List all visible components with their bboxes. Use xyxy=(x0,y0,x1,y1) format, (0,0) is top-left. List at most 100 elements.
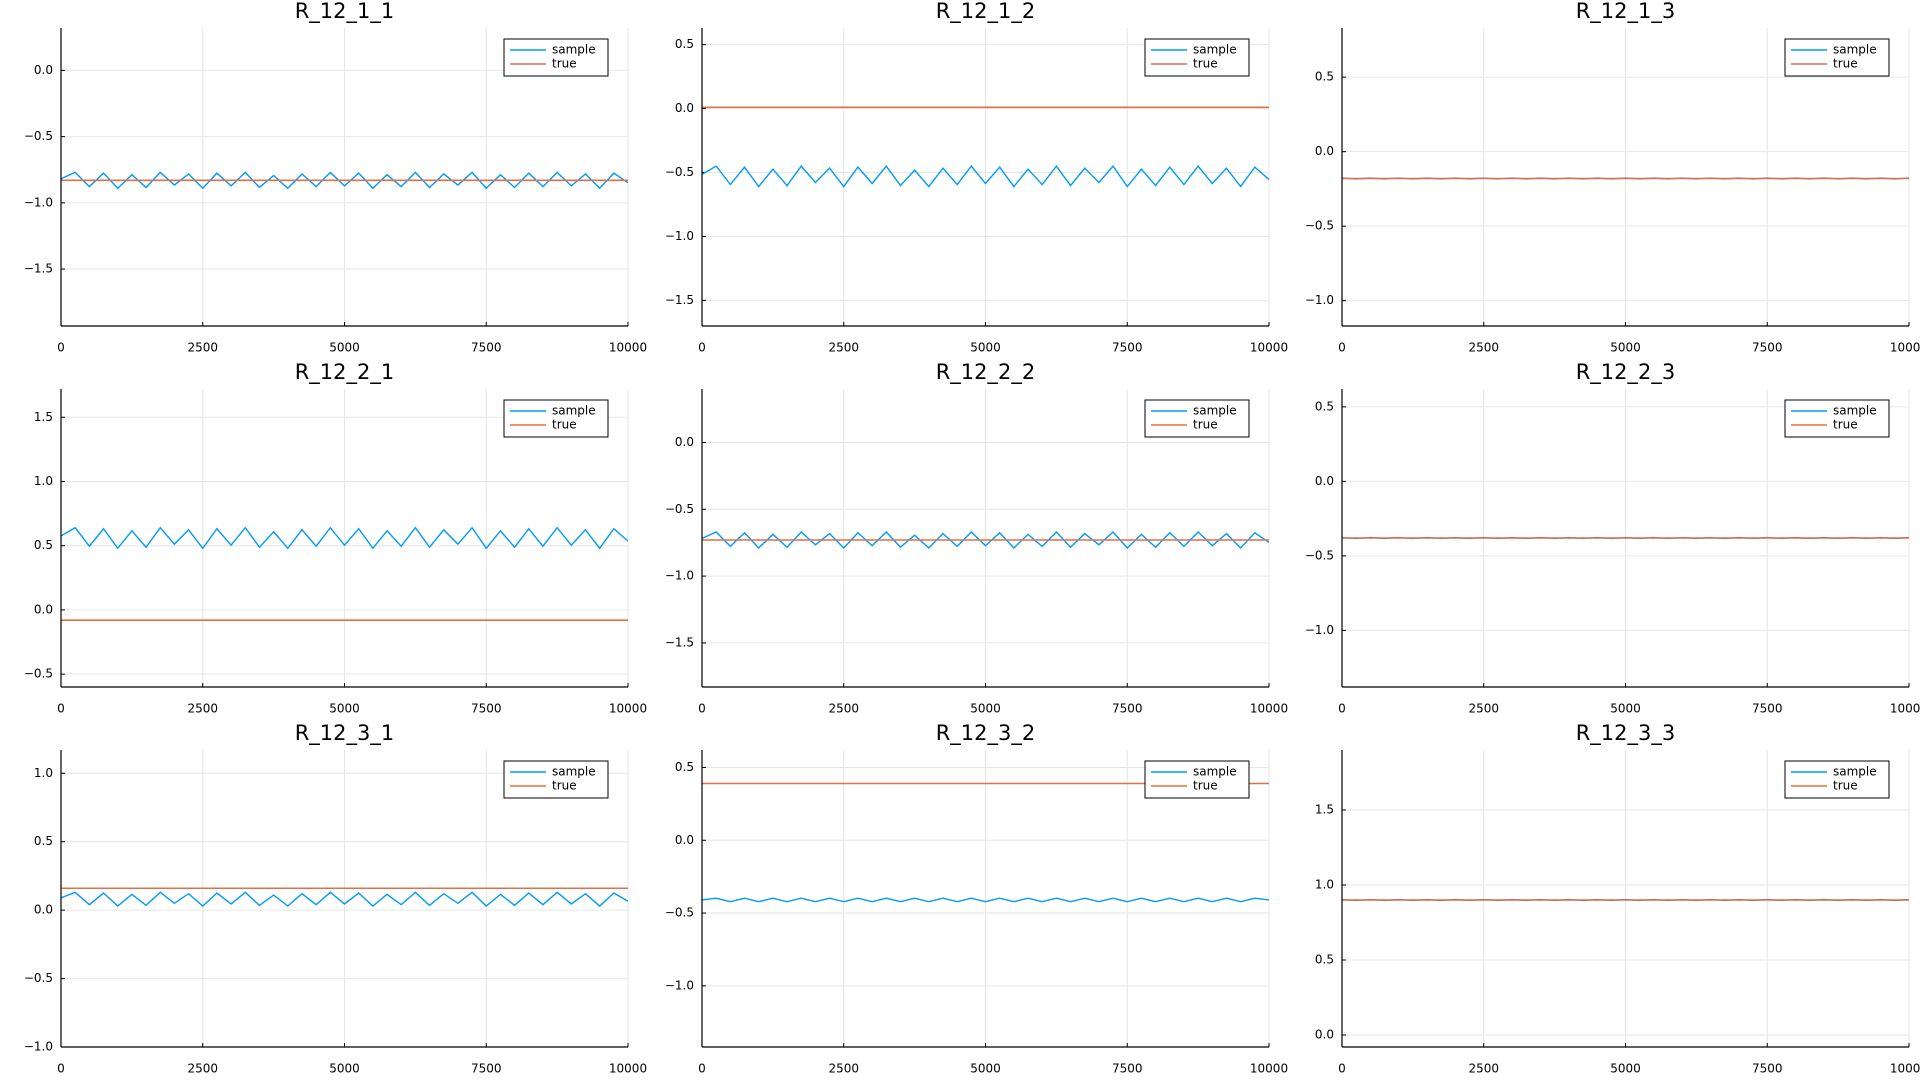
legend-box xyxy=(1784,760,1890,799)
legend-label: true xyxy=(552,57,577,71)
x-tick-label: 2500 xyxy=(828,341,859,355)
x-tick-label: 5000 xyxy=(329,341,360,355)
x-tick-label: 10000 xyxy=(609,1062,647,1076)
y-tick-label: 0.5 xyxy=(34,538,53,552)
subplot: R_12_2_1 0 2500 5000 7500 10000 1.5 1.0 0.5 0.0 −0… xyxy=(24,360,647,716)
subplot: R_12_1_1 0 2500 5000 7500 10000 0.0 −0.5 −1.0 −1.… xyxy=(24,0,647,355)
y-tick-label: 1.0 xyxy=(1315,878,1334,892)
y-tick-label: 0.0 xyxy=(34,903,53,917)
x-tick-label: 2500 xyxy=(1468,1062,1499,1076)
y-tick-label: 1.0 xyxy=(34,766,53,780)
y-tick-label: 0.0 xyxy=(1315,144,1334,158)
subplot: R_12_3_1 0 2500 5000 7500 10000 1.0 0.5 0.0 −0.5 −… xyxy=(24,721,647,1076)
legend-label: true xyxy=(1193,779,1218,793)
x-tick-label: 7500 xyxy=(471,1062,502,1076)
chart-title: R_12_2_3 xyxy=(1576,360,1676,385)
y-tick-label: 0.5 xyxy=(1315,399,1334,413)
y-tick-label: 0.0 xyxy=(675,435,694,449)
x-tick-label: 5000 xyxy=(329,702,360,716)
x-tick-label: 2500 xyxy=(187,341,218,355)
x-tick-label: 2500 xyxy=(187,1062,218,1076)
series-line xyxy=(61,526,628,550)
x-tick-label: 2500 xyxy=(1468,702,1499,716)
y-tick-label: 1.5 xyxy=(34,410,53,424)
x-tick-label: 2500 xyxy=(1468,341,1499,355)
x-tick-label: 5000 xyxy=(1610,341,1641,355)
legend-box xyxy=(503,399,609,438)
y-tick-label: −1.0 xyxy=(665,978,694,992)
y-tick-label: −1.0 xyxy=(665,569,694,583)
x-tick-label: 0 xyxy=(698,1062,706,1076)
y-tick-label: 0.5 xyxy=(675,37,694,51)
legend-label: sample xyxy=(1833,765,1877,779)
y-tick-label: −0.5 xyxy=(1305,548,1334,562)
x-tick-label: 2500 xyxy=(828,702,859,716)
x-tick-label: 7500 xyxy=(471,341,502,355)
series-line xyxy=(61,171,628,190)
x-tick-label: 0 xyxy=(57,341,65,355)
x-tick-label: 7500 xyxy=(1112,702,1143,716)
y-tick-label: 1.0 xyxy=(34,474,53,488)
y-tick-label: 0.0 xyxy=(675,101,694,115)
legend-box xyxy=(503,760,609,799)
legend-label: true xyxy=(552,779,577,793)
legend-label: true xyxy=(1833,57,1858,71)
legend-label: true xyxy=(1833,779,1858,793)
y-tick-label: −0.5 xyxy=(24,667,53,681)
x-tick-label: 10000 xyxy=(609,341,647,355)
y-tick-label: −1.5 xyxy=(24,262,53,276)
x-tick-label: 7500 xyxy=(1112,341,1143,355)
y-tick-label: −1.0 xyxy=(24,195,53,209)
y-tick-label: 0.0 xyxy=(1315,474,1334,488)
y-tick-label: 0.0 xyxy=(675,833,694,847)
legend-box xyxy=(1784,399,1890,438)
chart-title: R_12_1_1 xyxy=(295,0,395,24)
legend-label: sample xyxy=(1833,404,1877,418)
series-line xyxy=(702,897,1269,903)
legend-label: sample xyxy=(1833,43,1877,57)
x-tick-label: 0 xyxy=(57,702,65,716)
y-tick-label: 0.5 xyxy=(1315,70,1334,84)
subplot: R_12_3_2 0 2500 5000 7500 10000 0.5 0.0 −0.5 −1.0… xyxy=(665,721,1288,1076)
x-tick-label: 7500 xyxy=(1752,1062,1783,1076)
x-tick-label: 7500 xyxy=(1112,1062,1143,1076)
legend-label: true xyxy=(1193,57,1218,71)
x-tick-label: 7500 xyxy=(1752,702,1783,716)
x-tick-label: 2500 xyxy=(187,702,218,716)
chart-title: R_12_1_2 xyxy=(936,0,1036,24)
y-tick-label: −1.0 xyxy=(24,1040,53,1054)
x-tick-label: 0 xyxy=(1338,1062,1346,1076)
series-line xyxy=(702,164,1269,188)
legend-label: sample xyxy=(1193,43,1237,57)
y-tick-label: −0.5 xyxy=(665,502,694,516)
y-tick-label: 0.5 xyxy=(675,760,694,774)
legend-label: true xyxy=(1833,418,1858,432)
subplot: R_12_1_2 0 2500 5000 7500 10000 0.5 0.0 −0.5 −1.0… xyxy=(665,0,1288,355)
y-tick-label: 1.5 xyxy=(1315,803,1334,817)
y-tick-label: 0.0 xyxy=(34,63,53,77)
y-tick-label: −1.5 xyxy=(665,635,694,649)
y-tick-label: −0.5 xyxy=(665,165,694,179)
x-tick-label: 0 xyxy=(698,702,706,716)
x-tick-label: 5000 xyxy=(970,1062,1001,1076)
chart-title: R_12_2_1 xyxy=(295,360,395,385)
subplot: R_12_1_3 0 2500 5000 7500 10000 0.5 0.0 −0.5 −1.0… xyxy=(1305,0,1920,355)
x-tick-label: 5000 xyxy=(970,702,1001,716)
y-tick-label: −0.5 xyxy=(24,971,53,985)
x-tick-label: 0 xyxy=(1338,702,1346,716)
y-tick-label: −0.5 xyxy=(665,906,694,920)
y-tick-label: −1.5 xyxy=(665,293,694,307)
x-tick-label: 0 xyxy=(57,1062,65,1076)
legend-label: sample xyxy=(552,404,596,418)
x-tick-label: 10000 xyxy=(1890,341,1920,355)
x-tick-label: 0 xyxy=(698,341,706,355)
subplot: R_12_2_2 0 2500 5000 7500 10000 0.0 −0.5 −1.0 −1.… xyxy=(665,360,1288,716)
x-tick-label: 10000 xyxy=(1890,702,1920,716)
x-tick-label: 10000 xyxy=(1250,1062,1288,1076)
series-line xyxy=(61,891,628,907)
y-tick-label: 0.5 xyxy=(34,834,53,848)
legend-box xyxy=(1144,38,1250,77)
chart-title: R_12_3_1 xyxy=(295,721,395,746)
